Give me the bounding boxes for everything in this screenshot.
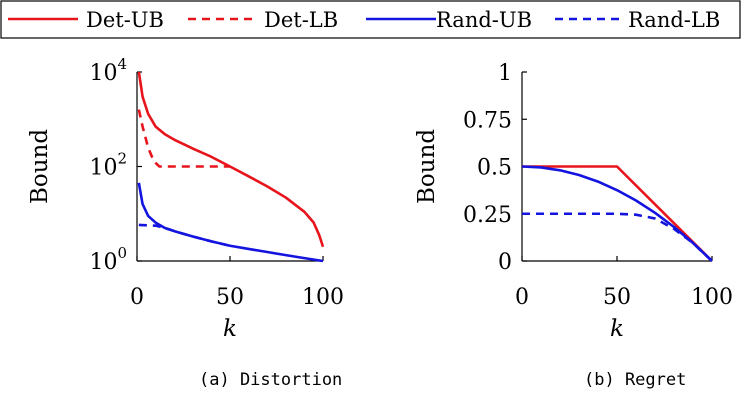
series-line-det-lb [137,109,230,168]
legend: Det-UB Det-LB Rand-UB Rand-LB [0,0,741,39]
y-tick-label: 0.5 [477,156,512,181]
y-axis-label: Bound [414,129,440,204]
chart-caption: (a) Distortion [199,370,342,390]
y-tick-base: 10 [89,250,117,275]
x-axis-label: k [223,316,237,342]
x-tick-label: 0 [515,285,529,310]
legend-label-det-ub: Det-UB [86,8,164,32]
y-tick-exponent: 0 [117,244,127,262]
series-line-det-ub [522,165,713,262]
x-tick-label: 100 [302,285,344,310]
series-line-rand-lb [138,223,231,248]
y-tick-label: 104 [89,55,127,86]
y-tick-label: 0.75 [463,108,512,133]
y-tick-label: 100 [89,244,127,275]
legend-label-rand-lb: Rand-LB [628,8,720,32]
x-tick-label: 50 [216,285,244,310]
y-tick-exponent: 4 [117,55,127,73]
series-line-det-ub [137,71,325,248]
chart-caption: (b) Regret [584,370,686,390]
legend-label-rand-ub: Rand-UB [436,8,532,32]
y-tick-base: 10 [89,61,117,86]
y-tick-label: 0 [498,250,512,275]
x-axis-label: k [610,316,624,342]
y-tick-label: 0.25 [463,203,512,228]
series-line-rand-lb [522,212,713,262]
y-tick-base: 10 [89,156,117,181]
y-tick-label: 1 [498,61,512,86]
series-line-rand-ub [521,165,713,262]
series-line-rand-ub [137,182,324,263]
y-tick-exponent: 2 [117,150,127,168]
y-tick-label: 102 [89,150,127,181]
x-tick-label: 0 [130,285,144,310]
x-tick-label: 100 [691,285,733,310]
chart-regret: 0 50 100 0 0.25 0.5 0.75 1 k Bound (b) Regret [414,61,733,390]
legend-label-det-lb: Det-LB [264,8,338,32]
y-axis-label: Bound [27,129,53,204]
x-tick-label: 50 [603,285,631,310]
